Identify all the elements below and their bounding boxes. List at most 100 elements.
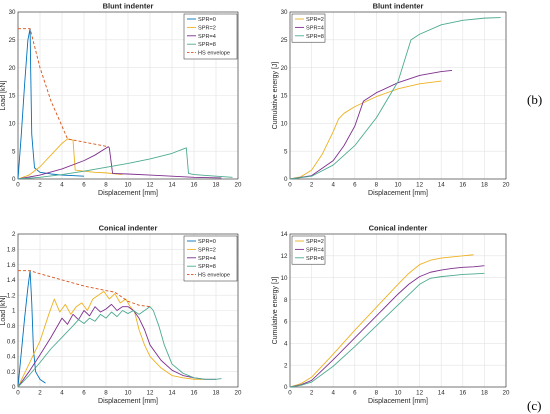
- y-tick-label: 15: [281, 93, 288, 100]
- y-axis-label: Cumulative energy [J]: [272, 277, 279, 345]
- series-lines: [17, 28, 233, 180]
- x-tick-label: 16: [191, 182, 198, 189]
- y-tick-label: 0: [12, 384, 16, 391]
- series-line-spr-4: [289, 265, 485, 388]
- y-tick-label: 10: [9, 121, 16, 128]
- legend-entry: SPR=2: [306, 239, 324, 245]
- y-tick-label: 5: [12, 148, 16, 155]
- series-line-spr-8: [17, 147, 233, 180]
- legend-entry: SPR=2: [198, 25, 216, 31]
- legend-entry: SPR=2: [198, 247, 216, 253]
- x-tick-label: 16: [459, 182, 466, 189]
- axes-box: [289, 11, 507, 180]
- legend: SPR=2 SPR=4 SPR=8: [291, 235, 326, 265]
- y-tick-label: 6: [284, 319, 288, 326]
- y-tick-label: 15: [9, 93, 16, 100]
- x-tick-label: 2: [38, 182, 42, 189]
- series-line-spr-8: [17, 306, 222, 388]
- x-tick-label: 10: [125, 390, 132, 397]
- legend-entry: SPR=4: [198, 256, 216, 262]
- y-tick-label: 0: [284, 384, 288, 391]
- y-tick-label: 1.6: [7, 262, 16, 269]
- x-tick-label: 14: [438, 390, 445, 397]
- legend-entry: SPR=4: [306, 247, 324, 253]
- legend-entry: SPR=4: [306, 25, 324, 31]
- legend-entry: SPR=8: [306, 34, 324, 40]
- legend-box: [291, 235, 326, 265]
- legend-box: [183, 13, 238, 60]
- y-tick-label: 0.8: [7, 323, 16, 330]
- y-tick-label: 30: [9, 9, 16, 16]
- x-tick-label: 12: [147, 390, 154, 397]
- legend-entry: SPR=0: [198, 17, 216, 23]
- x-tick-label: 4: [331, 182, 335, 189]
- series-line-spr-2: [289, 254, 474, 388]
- y-tick-label: 0.6: [7, 338, 16, 345]
- x-tick-label: 12: [147, 182, 154, 189]
- series-line-spr-0: [17, 270, 46, 388]
- y-tick-label: 20: [281, 65, 288, 72]
- y-tick-label: 4: [284, 340, 288, 347]
- x-tick-label: 16: [459, 390, 466, 397]
- y-tick-label: 10: [281, 275, 288, 282]
- series-line-spr-0: [17, 28, 85, 180]
- series-line-spr-2: [17, 290, 205, 388]
- y-tick-label: 0: [284, 176, 288, 183]
- series-line-hs-envelope: [18, 28, 109, 148]
- y-tick-label: 25: [9, 37, 16, 44]
- x-tick-label: 18: [213, 390, 220, 397]
- y-tick-label: 1: [12, 308, 16, 315]
- series-line-spr-2: [289, 80, 442, 180]
- x-tick-label: 20: [503, 390, 510, 397]
- legend-entry: HS envelope: [198, 51, 230, 57]
- x-tick-label: 18: [481, 390, 488, 397]
- legend: SPR=0 SPR=2 SPR=4 SPR=8 HS envelope: [183, 235, 238, 282]
- legend-box: [183, 235, 238, 282]
- y-axis-label: Load [kN]: [0, 80, 7, 110]
- chart-blunt-energy: 0 2 4 6 8 10 12 14 16 18 20 0 5 10 15 20 25 30 Blunt inden…: [272, 2, 510, 198]
- x-tick-label: 4: [331, 390, 335, 397]
- y-tick-label: 14: [281, 231, 288, 238]
- y-tick-label: 2: [12, 231, 16, 238]
- legend: SPR=2 SPR=4 SPR=8: [291, 13, 326, 43]
- x-axis-label: Displacement [mm]: [98, 398, 158, 405]
- x-tick-label: 16: [191, 390, 198, 397]
- series-lines: [289, 254, 485, 388]
- x-tick-label: 0: [288, 182, 292, 189]
- y-tick-label: 8: [284, 297, 288, 304]
- x-tick-label: 4: [60, 390, 64, 397]
- x-tick-label: 12: [416, 182, 423, 189]
- axes-box: [289, 233, 507, 388]
- x-axis-label: Displacement [mm]: [368, 190, 428, 197]
- y-tick-label: 12: [281, 253, 288, 260]
- legend-entry: HS envelope: [198, 273, 230, 279]
- chart-title: Conical indenter: [369, 224, 428, 233]
- y-tick-label: 0.2: [7, 369, 16, 376]
- x-tick-label: 0: [16, 182, 20, 189]
- y-tick-label: 2: [284, 362, 288, 369]
- x-tick-label: 2: [310, 182, 314, 189]
- panel-label-b: (b): [527, 92, 543, 107]
- y-tick-label: 25: [281, 37, 288, 44]
- chart-title: Blunt indenter: [373, 2, 424, 11]
- x-tick-label: 20: [235, 390, 242, 397]
- y-axis-label: Load [kN]: [0, 295, 7, 325]
- series-line-spr-2: [17, 138, 123, 180]
- legend-entry: SPR=2: [306, 17, 324, 23]
- x-tick-label: 2: [310, 390, 314, 397]
- series-line-spr-4: [17, 303, 216, 388]
- series-lines: [17, 270, 222, 388]
- x-tick-label: 10: [395, 390, 402, 397]
- y-tick-label: 1.8: [7, 247, 16, 254]
- series-line-spr-4: [289, 70, 453, 180]
- series-line-spr-8: [289, 17, 501, 180]
- axes-box: [17, 11, 239, 180]
- y-tick-label: 10: [281, 121, 288, 128]
- series-line-spr-4: [17, 146, 222, 180]
- legend-entry: SPR=8: [306, 256, 324, 262]
- x-tick-label: 2: [38, 390, 42, 397]
- x-tick-label: 18: [481, 182, 488, 189]
- y-tick-label: 1.2: [7, 292, 16, 299]
- chart-conical-energy: 0 2 4 6 8 10 12 14 16 18 20 0 2 4 6 8 10 12 14 Conical inde…: [272, 224, 510, 406]
